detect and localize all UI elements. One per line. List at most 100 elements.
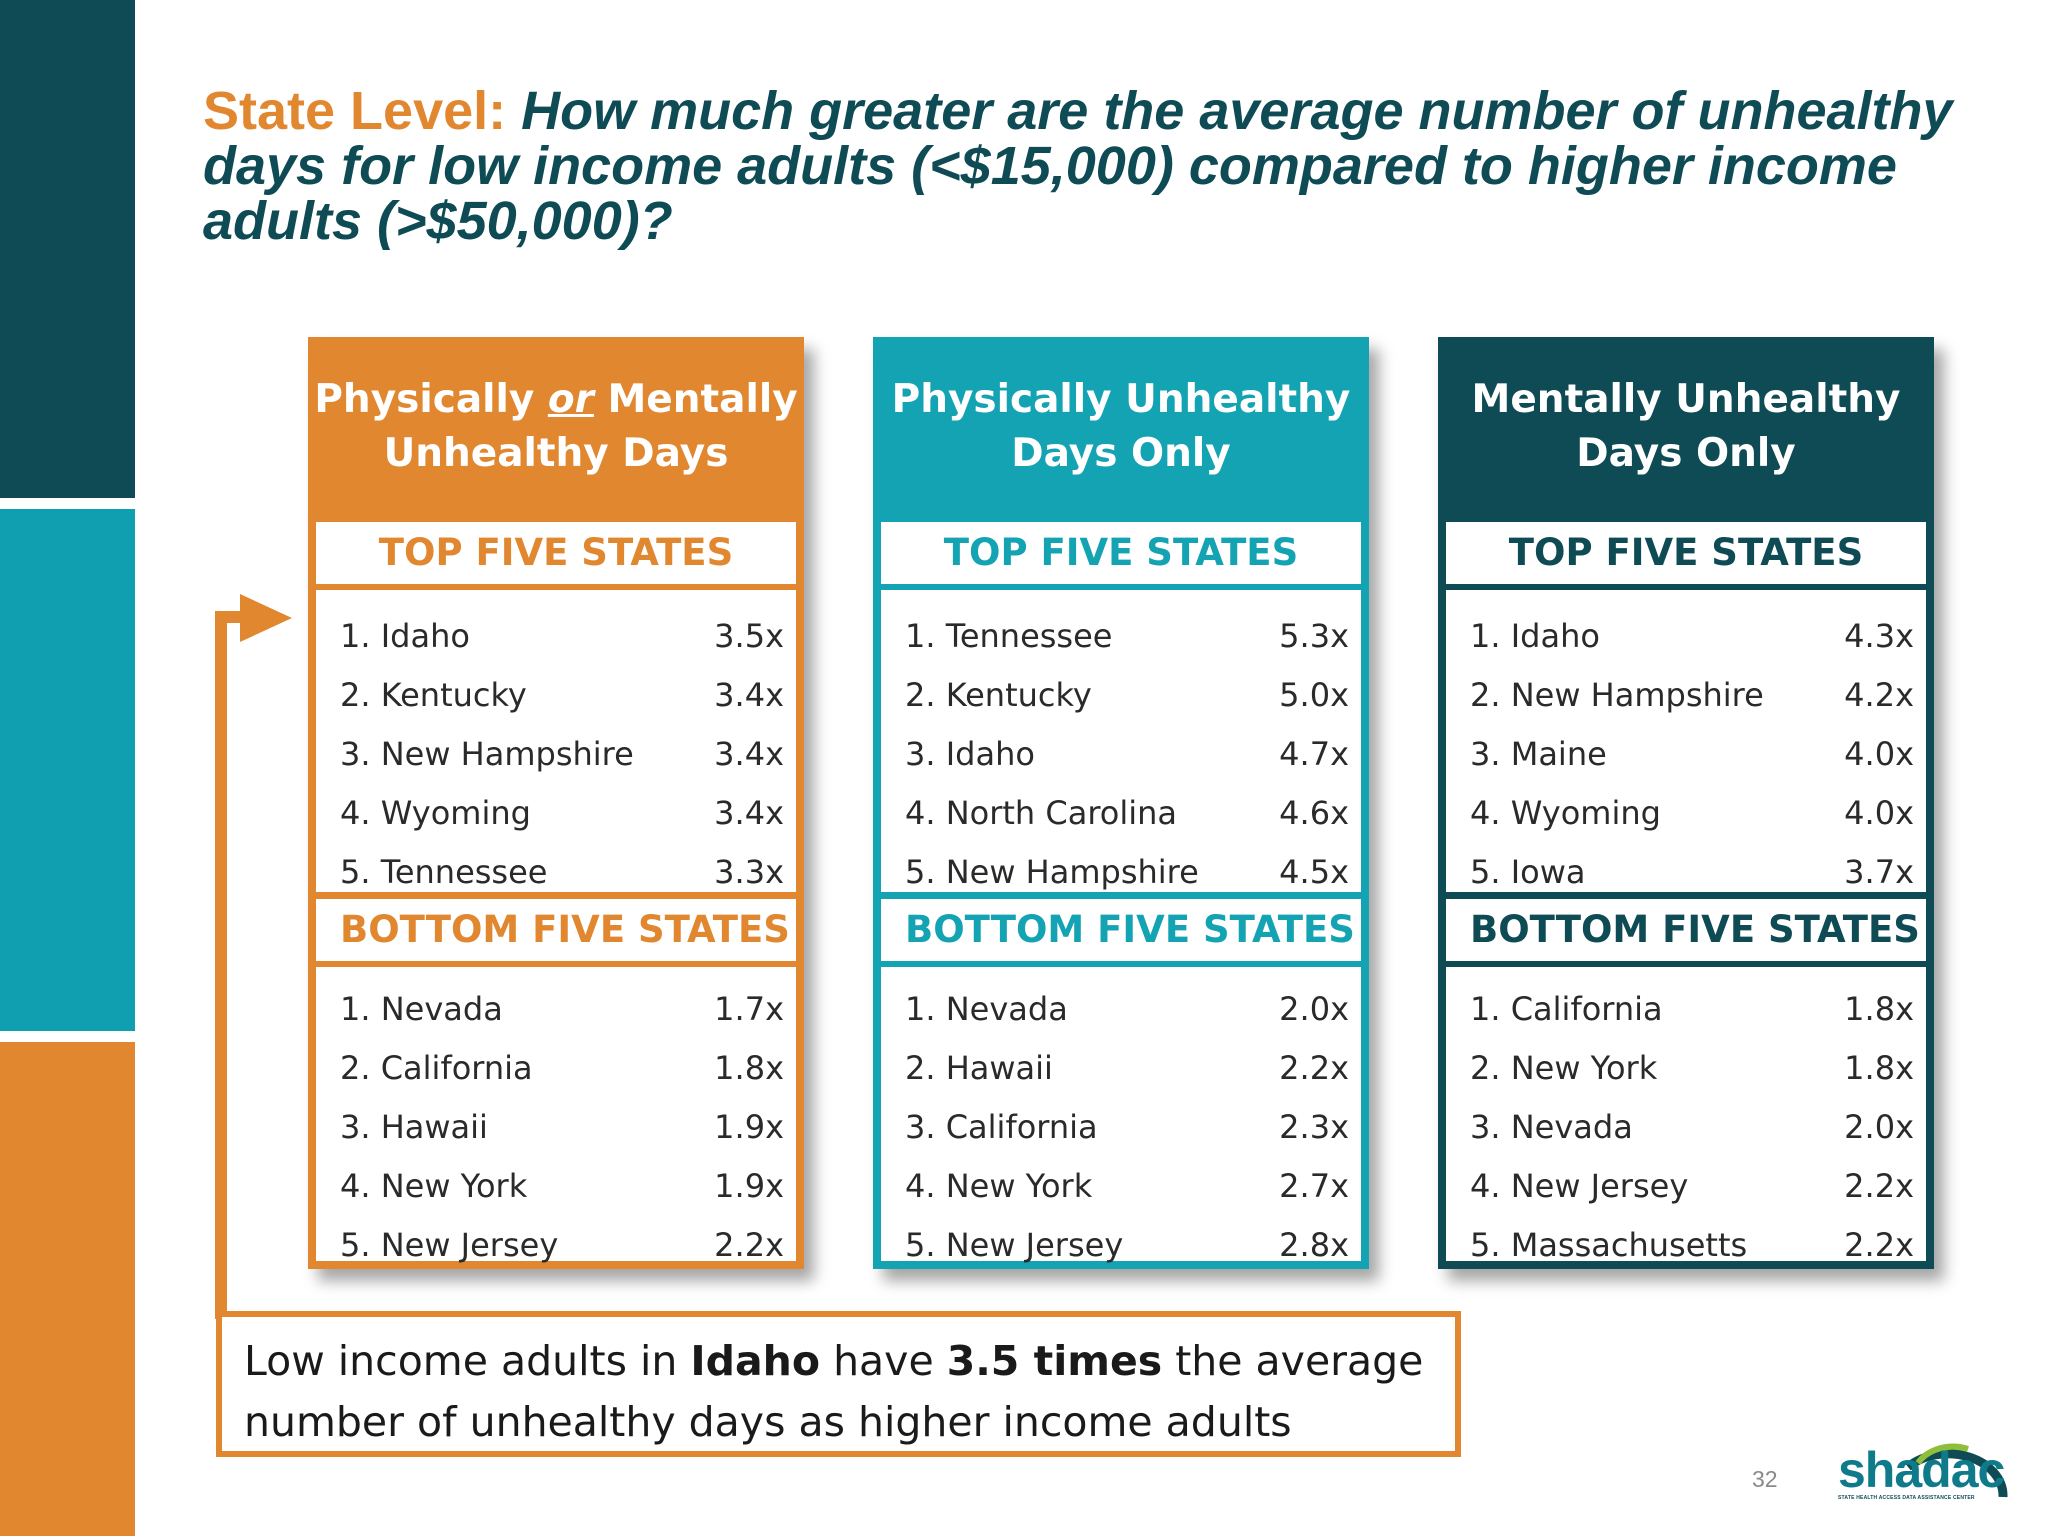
list-item: 5. New Jersey 2.8x — [881, 1216, 1361, 1275]
state-name: 1. Nevada — [340, 990, 503, 1028]
bottom-five-list: 1. California 1.8x 2. New York 1.8x 3. Nev… — [1446, 967, 1926, 1264]
state-name: 2. Kentucky — [340, 676, 527, 714]
panel-mentally-only: Mentally Unhealthy Days Only TOP FIVE ST… — [1438, 337, 1934, 1269]
state-name: 3. Maine — [1470, 735, 1607, 773]
list-item: 5. New Hampshire 4.5x — [881, 843, 1361, 902]
state-name: 4. New York — [340, 1167, 528, 1205]
ratio-value: 1.9x — [714, 1108, 784, 1146]
state-name: 3. Nevada — [1470, 1108, 1633, 1146]
list-item: 2. Kentucky 3.4x — [316, 666, 796, 725]
list-item: 1. Idaho 3.5x — [316, 607, 796, 666]
ratio-value: 2.2x — [1279, 1049, 1349, 1087]
ratio-value: 3.4x — [714, 794, 784, 832]
panel-header-line1: Mentally Unhealthy — [1471, 377, 1901, 422]
state-name: 3. New Hampshire — [340, 735, 634, 773]
panel-physically-or-mentally: Physically or Mentally Unhealthy Days TO… — [308, 337, 804, 1269]
ratio-value: 4.3x — [1844, 617, 1914, 655]
logo-arc-icon — [1905, 1443, 2008, 1498]
list-item: 2. Kentucky 5.0x — [881, 666, 1361, 725]
list-item: 5. Iowa 3.7x — [1446, 843, 1926, 902]
logo-tagline: STATE HEALTH ACCESS DATA ASSISTANCE CENT… — [1838, 1495, 1975, 1501]
state-name: 5. New Jersey — [905, 1226, 1124, 1264]
sidebar-band-dark — [0, 0, 135, 498]
header-text: Physically — [314, 377, 548, 422]
ratio-value: 4.5x — [1279, 853, 1349, 891]
state-name: 4. New Jersey — [1470, 1167, 1689, 1205]
ratio-value: 2.2x — [1844, 1167, 1914, 1205]
ratio-value: 3.7x — [1844, 853, 1914, 891]
state-name: 4. Wyoming — [340, 794, 531, 832]
top-five-heading: TOP FIVE STATES — [316, 522, 796, 584]
title-question: How much greater are the average number … — [203, 81, 1953, 251]
panel-header-line2: Days Only — [1011, 431, 1231, 476]
list-item: 4. New York 1.9x — [316, 1157, 796, 1216]
panel-header: Physically or Mentally Unhealthy Days — [308, 337, 804, 517]
state-name: 5. Iowa — [1470, 853, 1586, 891]
panel-header: Physically Unhealthy Days Only — [873, 337, 1369, 517]
ratio-value: 4.2x — [1844, 676, 1914, 714]
list-item: 5. Massachusetts 2.2x — [1446, 1216, 1926, 1275]
state-name: 1. Idaho — [1470, 617, 1600, 655]
top-five-list: 1. Idaho 4.3x 2. New Hampshire 4.2x 3. Mai… — [1446, 590, 1926, 892]
state-name: 2. Hawaii — [905, 1049, 1053, 1087]
ratio-value: 4.7x — [1279, 735, 1349, 773]
top-five-list: 1. Idaho 3.5x 2. Kentucky 3.4x 3. New Hamp… — [316, 590, 796, 892]
list-item: 2. New York 1.8x — [1446, 1039, 1926, 1098]
state-name: 5. Tennessee — [340, 853, 548, 891]
ratio-value: 2.2x — [1844, 1226, 1914, 1264]
ratio-value: 1.8x — [1844, 990, 1914, 1028]
list-item: 3. Hawaii 1.9x — [316, 1098, 796, 1157]
state-name: 3. California — [905, 1108, 1098, 1146]
top-five-list: 1. Tennessee 5.3x 2. Kentucky 5.0x 3. Idah… — [881, 590, 1361, 892]
bottom-five-heading: BOTTOM FIVE STATES — [1446, 899, 1926, 961]
state-name: 2. California — [340, 1049, 533, 1087]
callout-bold-state: Idaho — [690, 1337, 821, 1385]
ratio-value: 3.4x — [714, 676, 784, 714]
logo-wordmark: shadac — [1838, 1442, 2005, 1498]
callout-arrow-line — [215, 611, 227, 1319]
state-name: 1. Idaho — [340, 617, 470, 655]
header-text: Mentally — [593, 377, 798, 422]
list-item: 1. Idaho 4.3x — [1446, 607, 1926, 666]
state-name: 2. New Hampshire — [1470, 676, 1764, 714]
state-name: 4. Wyoming — [1470, 794, 1661, 832]
ratio-value: 2.0x — [1844, 1108, 1914, 1146]
list-item: 3. Maine 4.0x — [1446, 725, 1926, 784]
list-item: 1. Nevada 2.0x — [881, 980, 1361, 1039]
state-name: 5. New Jersey — [340, 1226, 559, 1264]
list-item: 1. California 1.8x — [1446, 980, 1926, 1039]
list-item: 2. New Hampshire 4.2x — [1446, 666, 1926, 725]
ratio-value: 2.2x — [714, 1226, 784, 1264]
list-item: 4. Wyoming 3.4x — [316, 784, 796, 843]
ratio-value: 4.6x — [1279, 794, 1349, 832]
state-name: 4. North Carolina — [905, 794, 1178, 832]
list-item: 4. New York 2.7x — [881, 1157, 1361, 1216]
bottom-five-heading: BOTTOM FIVE STATES — [881, 899, 1361, 961]
top-five-heading: TOP FIVE STATES — [881, 522, 1361, 584]
sidebar-band-teal — [0, 509, 135, 1031]
callout-box: Low income adults in Idaho have 3.5 time… — [216, 1311, 1461, 1457]
state-name: 2. Kentucky — [905, 676, 1092, 714]
state-name: 1. Tennessee — [905, 617, 1113, 655]
list-item: 2. California 1.8x — [316, 1039, 796, 1098]
ratio-value: 3.4x — [714, 735, 784, 773]
panel-header-line1: Physically or Mentally — [308, 373, 804, 427]
list-item: 3. California 2.3x — [881, 1098, 1361, 1157]
callout-bold-ratio: 3.5 times — [946, 1337, 1163, 1385]
ratio-value: 2.8x — [1279, 1226, 1349, 1264]
ratio-value: 3.5x — [714, 617, 784, 655]
ratio-value: 3.3x — [714, 853, 784, 891]
state-name: 5. New Hampshire — [905, 853, 1199, 891]
ratio-value: 2.7x — [1279, 1167, 1349, 1205]
top-five-heading: TOP FIVE STATES — [1446, 522, 1926, 584]
list-item: 2. Hawaii 2.2x — [881, 1039, 1361, 1098]
bottom-five-heading: BOTTOM FIVE STATES — [316, 899, 796, 961]
sidebar-band-orange — [0, 1042, 135, 1536]
title-prefix: State Level: — [203, 81, 507, 141]
ratio-value: 1.8x — [714, 1049, 784, 1087]
callout-text: have — [820, 1337, 947, 1385]
list-item: 3. New Hampshire 3.4x — [316, 725, 796, 784]
ratio-value: 1.9x — [714, 1167, 784, 1205]
bottom-five-list: 1. Nevada 1.7x 2. California 1.8x 3. Hawai… — [316, 967, 796, 1264]
ratio-value: 5.3x — [1279, 617, 1349, 655]
